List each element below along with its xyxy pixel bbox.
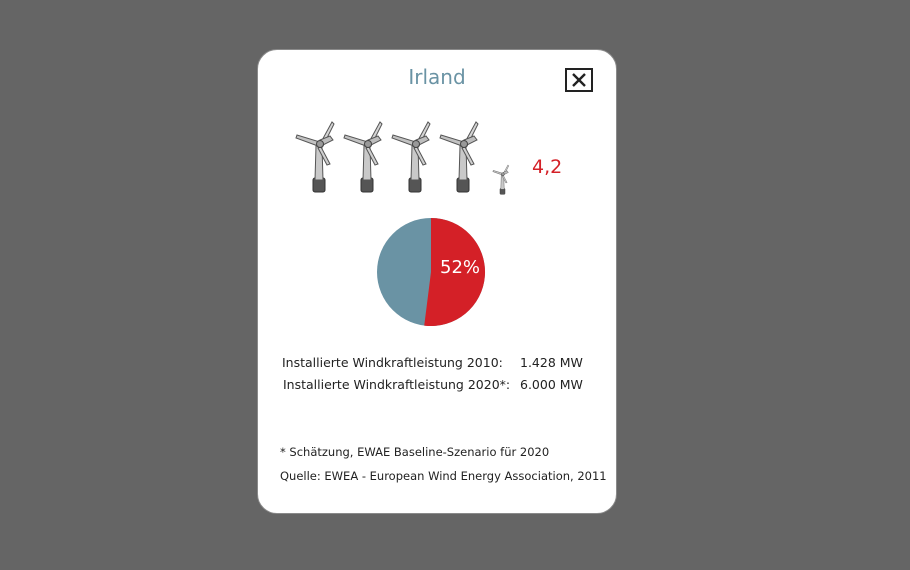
share-pie-chart (377, 217, 486, 326)
turbine-count-value: 4,2 (532, 156, 563, 178)
stat-label: Installierte Windkraftleistung 2020*: (283, 377, 511, 392)
popup-title: Irland (408, 65, 466, 89)
wind-turbine-icon (343, 121, 383, 193)
wind-turbine-icon (295, 121, 335, 193)
stat-value: 1.428 MW (520, 355, 583, 370)
pie-share-slice (424, 217, 486, 326)
wind-turbine-icon (391, 121, 431, 193)
wind-turbine-icon (492, 164, 510, 195)
close-button[interactable] (565, 68, 593, 92)
stat-value: 6.000 MW (520, 377, 583, 392)
pie-share-label: 52% (440, 257, 481, 278)
country-popup: Irland 4,2 52% Installierte Windkraftlei… (257, 49, 617, 514)
stat-label: Installierte Windkraftleistung 2010: (282, 355, 503, 370)
wind-turbine-icon (439, 121, 479, 193)
close-icon (572, 73, 586, 87)
footnote: * Schätzung, EWAE Baseline-Szenario für … (280, 445, 550, 459)
turbine-row (295, 121, 510, 195)
source-note: Quelle: EWEA - European Wind Energy Asso… (280, 469, 607, 483)
